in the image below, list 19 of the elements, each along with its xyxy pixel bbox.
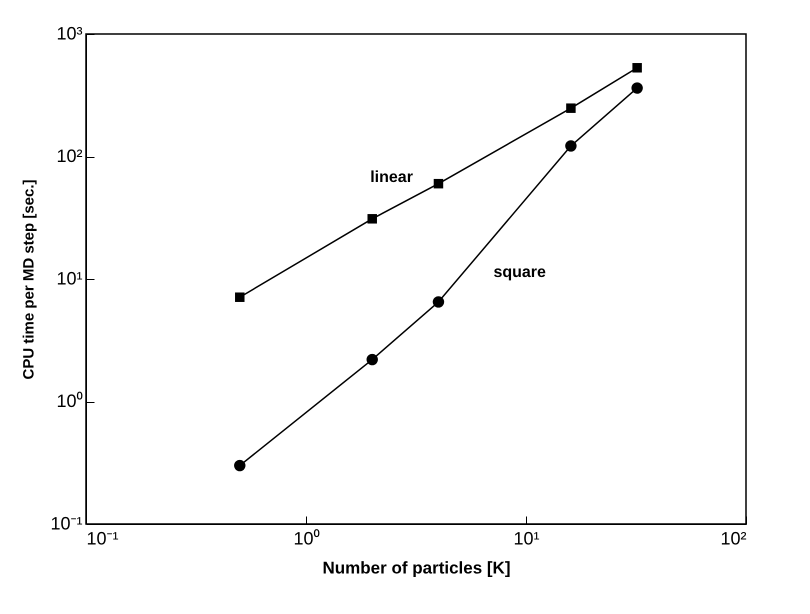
- series-label: linear: [370, 168, 413, 186]
- y-tick-label: 10³: [56, 24, 83, 44]
- point: [631, 82, 643, 94]
- y-tick-label: 10²: [56, 146, 83, 166]
- point: [235, 292, 245, 302]
- y-tick-label: 10⁻¹: [50, 514, 83, 534]
- y-tick-label: 10¹: [56, 268, 83, 288]
- y-tick-label: 10⁰: [56, 391, 82, 411]
- point: [632, 63, 642, 73]
- x-tick-label: 10⁰: [293, 528, 320, 548]
- series-label: square: [493, 264, 546, 281]
- x-tick-label: 10⁻¹: [86, 528, 119, 548]
- x-axis-title: Number of particles [K]: [322, 558, 510, 578]
- point: [234, 460, 246, 472]
- x-tick-label: 10¹: [513, 528, 540, 548]
- point: [434, 178, 444, 188]
- x-tick-label: 10²: [720, 528, 747, 548]
- y-axis-title: CPU time per MD step [sec.]: [20, 179, 38, 380]
- point: [432, 296, 444, 308]
